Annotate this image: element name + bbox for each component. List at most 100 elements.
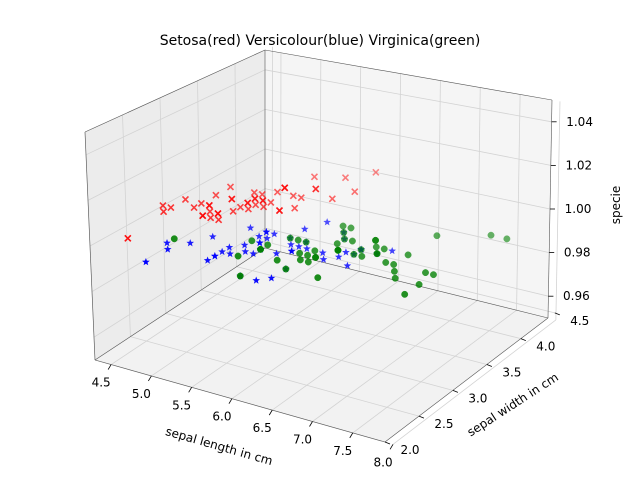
versicolour-point [186, 239, 195, 247]
setosa-point [310, 173, 319, 181]
chart-title: Setosa(red) Versicolour(blue) Virginica(… [160, 33, 481, 49]
y-tick-mark [486, 364, 493, 367]
virginica-point [372, 236, 380, 244]
z-tick-label: 0.98 [564, 246, 591, 260]
setosa-point [160, 208, 168, 216]
setosa-point [252, 201, 260, 209]
versicolour-point [343, 261, 352, 269]
versicolour-point [246, 223, 255, 232]
x-grid-line [392, 319, 557, 445]
virginica-point [304, 258, 312, 266]
virginica-point [350, 250, 358, 258]
y-tick-label: 2.5 [434, 417, 453, 431]
x-tick-label: 6.5 [253, 421, 272, 435]
y-grid-line [201, 289, 487, 365]
virginica-point [340, 229, 348, 236]
versicolour-point [270, 230, 279, 238]
setosa-point [312, 185, 320, 193]
setosa-point [206, 208, 214, 216]
z-grid-line [89, 148, 266, 247]
floor-edge [264, 247, 549, 319]
virginica-point [296, 256, 304, 264]
y-tick-label: 3.5 [502, 366, 521, 380]
setosa-point [267, 198, 275, 207]
versicolour-point [262, 227, 271, 236]
setosa-point [236, 203, 244, 211]
x-tick-mark [268, 409, 273, 416]
versicolour-point [287, 240, 295, 248]
z-grid-line [264, 188, 550, 253]
x-tick-label: 5.5 [172, 398, 191, 412]
virginica-point [314, 274, 322, 282]
y-tick-label: 3.0 [468, 391, 487, 405]
virginica-point [282, 265, 290, 273]
versicolour-point [211, 252, 219, 260]
virginica-point [333, 240, 341, 248]
versicolour-point [203, 256, 212, 264]
versicolour-point [267, 274, 276, 282]
setosa-point [372, 168, 380, 176]
virginica-point [273, 256, 281, 264]
x-tick-mark [309, 421, 313, 427]
virginica-point [302, 238, 310, 246]
setosa-point [297, 194, 305, 202]
wall-edge [264, 49, 553, 101]
x-tick-label: 8.0 [374, 455, 393, 469]
y-tick-mark [384, 441, 391, 445]
setosa-point [258, 190, 266, 199]
versicolour-point [334, 252, 343, 261]
z-tick-label: 1.00 [565, 202, 592, 216]
virginica-point [433, 232, 441, 240]
versicolour-point [241, 247, 250, 255]
virginica-point [248, 237, 256, 245]
grid-lines [84, 46, 561, 445]
virginica-point [334, 246, 342, 254]
versicolour-point [319, 255, 328, 263]
versicolour-point [287, 247, 296, 255]
versicolour-point [142, 258, 150, 266]
z-grid-line [93, 227, 266, 338]
versicolour-point [323, 218, 331, 226]
virginica-point [422, 269, 429, 277]
setosa-point [275, 207, 284, 215]
virginica-point [380, 245, 388, 253]
setosa-point [328, 195, 336, 203]
z-tick-label: 0.96 [563, 289, 590, 303]
virginica-point [372, 243, 380, 251]
virginica-point [286, 234, 294, 242]
setosa-point [341, 174, 350, 182]
virginica-point [390, 267, 398, 275]
setosa-point [124, 234, 132, 242]
setosa-point [199, 212, 207, 220]
setosa-point [159, 202, 167, 210]
versicolour-point [388, 246, 396, 255]
z-axis-label: specie [609, 186, 623, 225]
x-grid-line [555, 101, 561, 320]
left-wall-pane [85, 50, 265, 360]
setosa-point [214, 210, 222, 218]
setosa-point [281, 184, 289, 192]
versicolour-point [303, 244, 311, 252]
virginica-point [294, 236, 302, 244]
x-tick-label: 4.5 [92, 376, 111, 390]
setosa-point [228, 195, 236, 203]
versicolour-point [263, 234, 271, 242]
setosa-point [244, 205, 252, 213]
setosa-point [197, 199, 205, 208]
z-grid-line [87, 109, 266, 201]
virginica-point [311, 247, 319, 255]
setosa-point [244, 199, 252, 207]
versicolour-point [240, 241, 249, 249]
virginica-point [357, 246, 365, 254]
tick-labels: 4.5 5.0 5.5 6.0 6.5 7.0 7.5 8.0 2.0 2.5 3.0 3.5 4.0 4… [92, 115, 593, 469]
virginica-point [404, 251, 412, 259]
x-tick-mark [389, 444, 394, 450]
y-tick-mark [520, 338, 526, 342]
versicolour-point [249, 249, 258, 258]
versicolour-point [163, 238, 171, 247]
x-axis-line [94, 359, 386, 443]
z-grid-line [91, 188, 266, 292]
versicolour-point [318, 248, 327, 257]
virginica-point [487, 231, 495, 239]
